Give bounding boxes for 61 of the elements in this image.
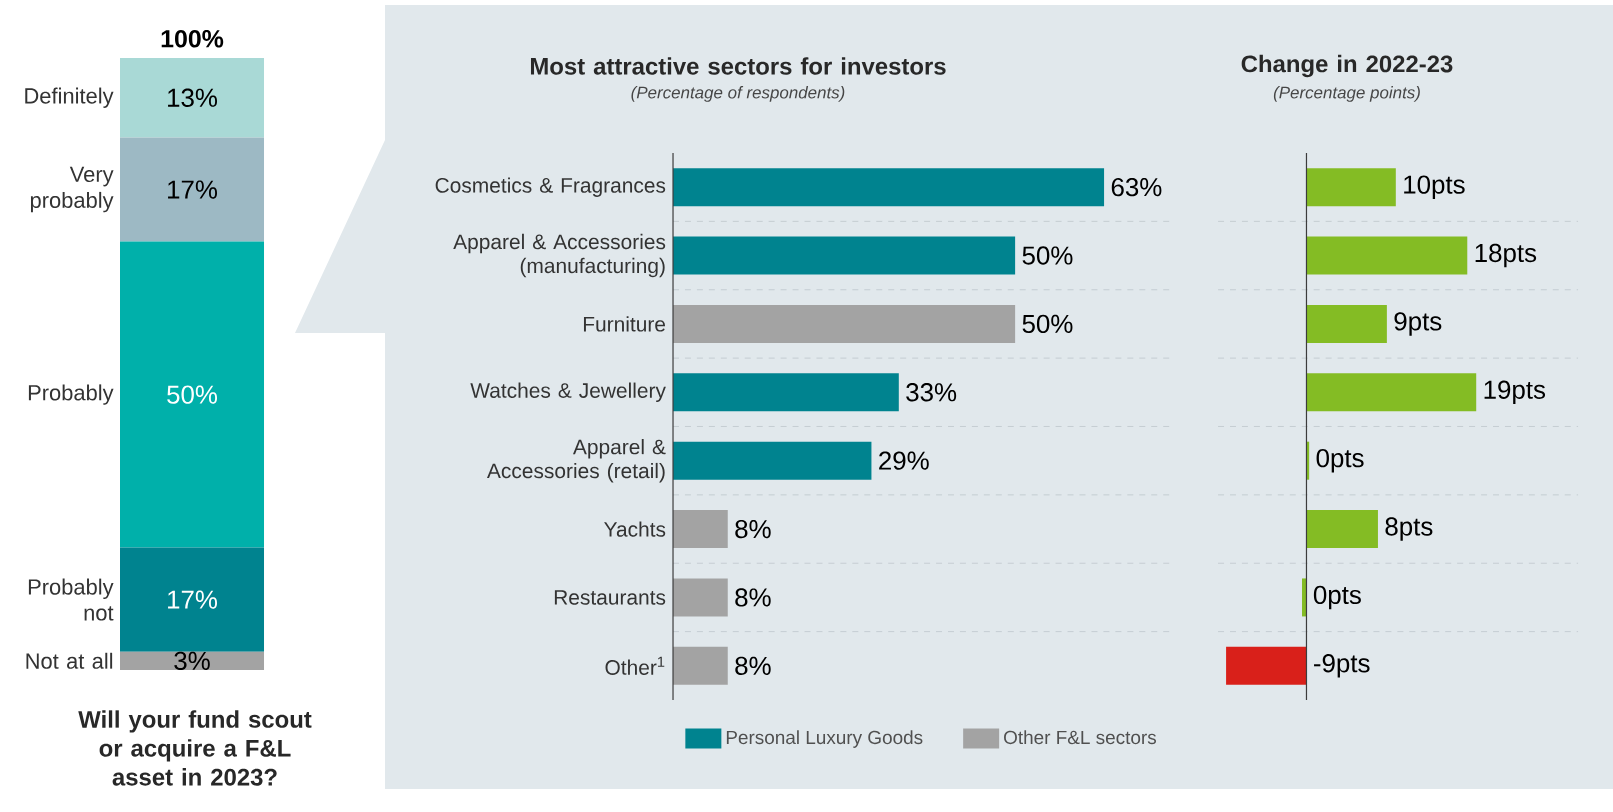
bar [1306,373,1477,412]
data-label: 33% [906,383,957,402]
data-label: 50% [167,385,218,404]
data-label: 9pts [1394,312,1442,336]
data-label: 8pts [1385,517,1433,541]
bar [673,441,872,480]
data-label: 50% [1022,314,1073,334]
bar [673,168,1105,207]
data-label: -9pts [1314,654,1370,678]
y-tick-label: Restaurants [554,590,666,605]
series-label: Probably not [28,578,114,621]
bar [120,241,265,548]
data-label: 13% [168,88,218,107]
y-tick-label: Yachts [604,521,666,537]
y-tick-label: Watches & Jewellery [470,382,666,403]
bar [673,304,1016,343]
data-label: 17% [168,180,218,199]
data-label: 10pts [1404,175,1465,199]
chart-subtitle: (Percentage points) [1273,86,1420,102]
text: Will your fund scout or acquire a F&L asset in 2023? [78,710,312,786]
bar [1306,168,1396,207]
bar [673,510,728,549]
data-label: 8% [735,656,771,675]
y-tick-label: Other$^{1}$ [605,656,665,675]
data-label: 29% [879,451,929,470]
bar [673,646,728,685]
bar [673,578,728,617]
bar [673,236,1016,275]
series-label: Probably [28,384,114,405]
series-label: Not at all [26,652,113,669]
series-label: Definitely [25,87,114,108]
bar [120,651,265,670]
bar [1306,236,1468,275]
bar [120,137,265,242]
bar [120,57,265,138]
data-label: 8% [735,588,771,607]
total-label: 100% [161,29,224,48]
data-label: 50% [1022,246,1073,265]
y-tick-label: Furniture [583,316,666,332]
y-tick-label: Apparel & Accessories (manufacturing) [453,233,666,278]
data-label: 17% [168,590,218,609]
chart-title: Most attractive sectors for investors [530,57,946,75]
data-label: 3% [174,651,210,670]
data-label: 63% [1111,177,1162,197]
chart-subtitle: (Percentage of respondents) [631,86,845,102]
y-tick-label: Cosmetics & Fragrances [435,177,666,197]
chart-title: Change in 2022-23 [1241,54,1453,78]
data-label: 19pts [1484,380,1546,405]
bar [673,373,899,412]
data-label: 8% [735,519,771,539]
bar [1306,510,1378,549]
bar [1306,304,1387,343]
bar [1226,646,1307,685]
data-label: 0pts [1313,585,1361,610]
legend-label: Personal Luxury Goods [726,730,923,748]
data-label: 0pts [1316,448,1364,473]
bar [120,547,265,652]
y-tick-label: Apparel & Accessories (retail) [486,438,666,483]
legend-label: Other F&L sectors [1004,730,1157,745]
data-label: 18pts [1475,243,1537,268]
series-label: Very probably [30,166,114,213]
